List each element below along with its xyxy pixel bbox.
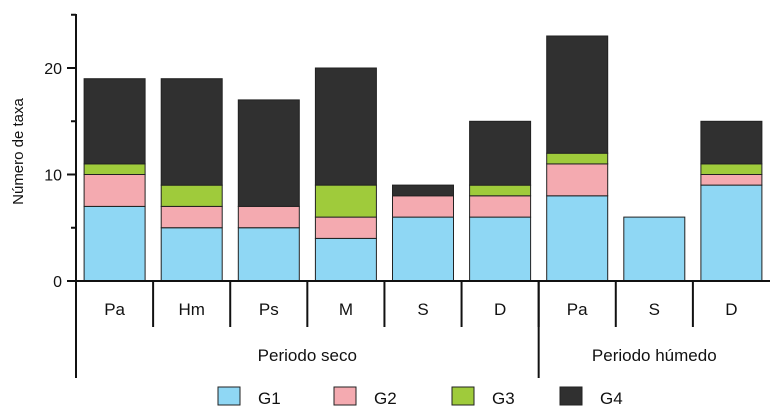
bar-segment-g4-1 <box>160 78 223 186</box>
bar-segment-g2-2 <box>237 205 300 229</box>
bar-segment-g1-6 <box>546 195 609 282</box>
legend-label-g2: G2 <box>374 389 397 407</box>
x-tick-label-6: Pa <box>567 300 588 319</box>
bar-segment-g3-3 <box>314 184 377 218</box>
legend-label-g3: G3 <box>492 389 515 407</box>
bar-segment-g2-1 <box>160 205 223 229</box>
legend: G1 G2 G3 G4 <box>217 386 623 408</box>
bar-segment-g3-1 <box>160 184 223 207</box>
bar-segment-g2-3 <box>314 216 377 239</box>
bar-segment-g1-3 <box>314 237 377 282</box>
x-tick-label-0: Pa <box>104 300 125 319</box>
legend-swatch-g2 <box>333 386 357 406</box>
bar-segment-g1-0 <box>83 205 146 282</box>
bar-segment-g3-6 <box>546 152 609 165</box>
group-label-0: Periodo seco <box>258 346 357 365</box>
group-label-1: Periodo húmedo <box>592 346 717 365</box>
bar-segment-g3-5 <box>469 184 532 197</box>
bar-segment-g1-8 <box>700 184 763 282</box>
x-tick-label-3: M <box>339 300 353 319</box>
axis-layer: 0 10 20 Número de taxa Pa Hm Ps M S D Pa S D Periodo … <box>10 13 770 378</box>
bars-layer <box>83 35 763 282</box>
bar-segment-g2-0 <box>83 174 146 207</box>
x-tick-label-5: D <box>494 300 506 319</box>
bar-segment-g2-6 <box>546 163 609 197</box>
x-tick-label-2: Ps <box>259 300 279 319</box>
bar-segment-g4-0 <box>83 78 146 165</box>
bar-segment-g4-4 <box>392 184 454 197</box>
y-axis-title: Número de taxa <box>10 97 27 204</box>
bar-segment-g4-5 <box>469 120 532 186</box>
bar-segment-g4-3 <box>314 67 377 186</box>
legend-label-g1: G1 <box>258 389 281 407</box>
bar-segment-g4-2 <box>237 99 300 207</box>
legend-label-g4: G4 <box>600 389 623 407</box>
bar-segment-g2-8 <box>700 174 763 186</box>
bar-segment-g1-2 <box>237 227 300 282</box>
bar-segment-g2-4 <box>392 195 454 218</box>
y-tick-label-0: 0 <box>53 274 62 291</box>
bar-segment-g1-4 <box>392 216 454 282</box>
bar-segment-g1-5 <box>469 216 532 282</box>
legend-swatch-g1 <box>217 386 241 406</box>
x-tick-label-7: S <box>649 300 660 319</box>
bar-segment-g3-8 <box>700 163 763 176</box>
bar-segment-g4-8 <box>700 120 763 165</box>
x-tick-label-1: Hm <box>178 300 204 319</box>
bar-segment-g3-0 <box>83 163 146 176</box>
y-tick-label-20: 20 <box>44 61 62 78</box>
y-tick-label-10: 10 <box>44 168 62 185</box>
bar-segment-g1-1 <box>160 227 223 282</box>
x-tick-label-4: S <box>417 300 428 319</box>
bar-segment-g1-7 <box>623 216 686 282</box>
x-tick-label-8: D <box>725 300 737 319</box>
legend-swatch-g4 <box>559 386 583 406</box>
legend-swatch-g3 <box>451 386 475 406</box>
bar-segment-g2-5 <box>469 195 532 218</box>
bar-segment-g4-6 <box>546 35 609 154</box>
